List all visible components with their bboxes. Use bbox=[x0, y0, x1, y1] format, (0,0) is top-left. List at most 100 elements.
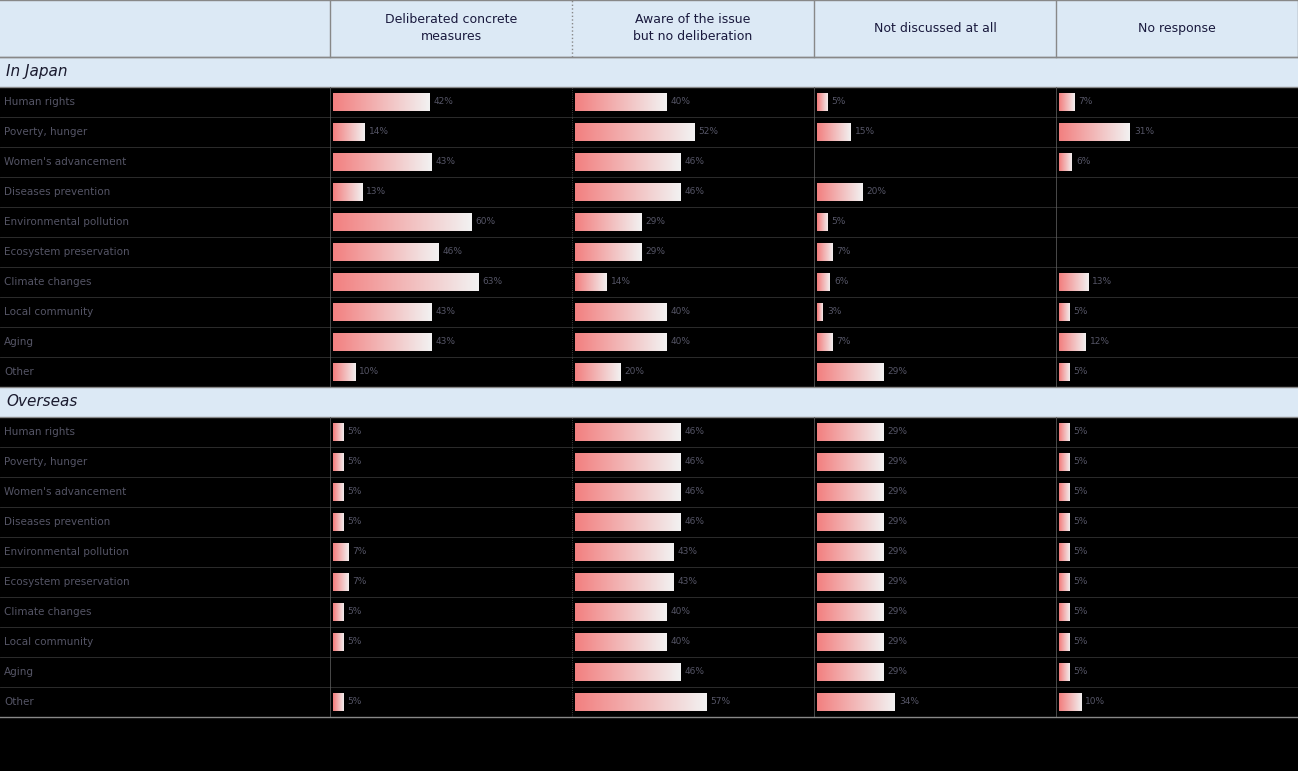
Text: Human rights: Human rights bbox=[4, 427, 75, 437]
Text: 5%: 5% bbox=[348, 487, 362, 497]
Bar bbox=[0, 0, 1298, 57]
Text: 6%: 6% bbox=[1076, 157, 1090, 167]
Text: 5%: 5% bbox=[348, 608, 362, 617]
Bar bbox=[0, 237, 1298, 267]
Text: 7%: 7% bbox=[836, 247, 850, 257]
Text: 29%: 29% bbox=[888, 427, 907, 436]
Text: 29%: 29% bbox=[645, 247, 666, 257]
Text: 40%: 40% bbox=[671, 638, 691, 647]
Text: 5%: 5% bbox=[832, 217, 846, 227]
Text: 43%: 43% bbox=[436, 157, 456, 167]
Text: Environmental pollution: Environmental pollution bbox=[4, 217, 129, 227]
Text: 29%: 29% bbox=[888, 517, 907, 527]
Text: Local community: Local community bbox=[4, 307, 93, 317]
Text: 5%: 5% bbox=[1073, 577, 1088, 587]
Text: 46%: 46% bbox=[685, 668, 705, 676]
Text: 13%: 13% bbox=[366, 187, 387, 197]
Text: 40%: 40% bbox=[671, 338, 691, 346]
Text: Other: Other bbox=[4, 367, 34, 377]
Text: 57%: 57% bbox=[710, 698, 731, 706]
Text: Women's advancement: Women's advancement bbox=[4, 487, 126, 497]
Bar bbox=[0, 117, 1298, 147]
Text: 13%: 13% bbox=[1092, 278, 1112, 287]
Text: Aging: Aging bbox=[4, 667, 34, 677]
Text: Local community: Local community bbox=[4, 637, 93, 647]
Text: 10%: 10% bbox=[360, 368, 379, 376]
Bar bbox=[0, 357, 1298, 387]
Text: 6%: 6% bbox=[833, 278, 849, 287]
Bar bbox=[0, 147, 1298, 177]
Text: 7%: 7% bbox=[836, 338, 850, 346]
Text: 5%: 5% bbox=[348, 457, 362, 466]
Text: 5%: 5% bbox=[348, 517, 362, 527]
Text: 7%: 7% bbox=[1079, 97, 1093, 106]
Bar bbox=[0, 267, 1298, 297]
Text: 63%: 63% bbox=[482, 278, 502, 287]
Text: 29%: 29% bbox=[888, 368, 907, 376]
Bar bbox=[0, 567, 1298, 597]
Text: 5%: 5% bbox=[1073, 308, 1088, 317]
Text: 29%: 29% bbox=[888, 487, 907, 497]
Text: Deliberated concrete
measures: Deliberated concrete measures bbox=[386, 14, 517, 43]
Text: Human rights: Human rights bbox=[4, 97, 75, 107]
Text: 40%: 40% bbox=[671, 308, 691, 317]
Text: 46%: 46% bbox=[685, 517, 705, 527]
Text: Diseases prevention: Diseases prevention bbox=[4, 517, 110, 527]
Text: 29%: 29% bbox=[888, 457, 907, 466]
Bar bbox=[0, 687, 1298, 717]
Text: Ecosystem preservation: Ecosystem preservation bbox=[4, 577, 130, 587]
Text: 5%: 5% bbox=[1073, 517, 1088, 527]
Text: 10%: 10% bbox=[1085, 698, 1106, 706]
Text: No response: No response bbox=[1138, 22, 1216, 35]
Text: 5%: 5% bbox=[348, 638, 362, 647]
Bar bbox=[0, 597, 1298, 627]
Bar bbox=[0, 657, 1298, 687]
Text: 14%: 14% bbox=[610, 278, 631, 287]
Text: 43%: 43% bbox=[436, 338, 456, 346]
Text: 5%: 5% bbox=[1073, 368, 1088, 376]
Text: 3%: 3% bbox=[827, 308, 841, 317]
Bar bbox=[0, 477, 1298, 507]
Text: 5%: 5% bbox=[1073, 457, 1088, 466]
Text: Aging: Aging bbox=[4, 337, 34, 347]
Text: 15%: 15% bbox=[855, 127, 875, 136]
Text: 46%: 46% bbox=[443, 247, 462, 257]
Text: 34%: 34% bbox=[900, 698, 919, 706]
Bar bbox=[0, 207, 1298, 237]
Text: 7%: 7% bbox=[352, 577, 366, 587]
Bar bbox=[0, 327, 1298, 357]
Bar bbox=[0, 627, 1298, 657]
Text: 5%: 5% bbox=[1073, 427, 1088, 436]
Text: 5%: 5% bbox=[1073, 547, 1088, 557]
Text: 29%: 29% bbox=[888, 547, 907, 557]
Text: 20%: 20% bbox=[866, 187, 887, 197]
Text: 43%: 43% bbox=[678, 577, 698, 587]
Bar bbox=[0, 177, 1298, 207]
Text: 46%: 46% bbox=[685, 187, 705, 197]
Bar bbox=[0, 387, 1298, 417]
Text: 46%: 46% bbox=[685, 427, 705, 436]
Text: In Japan: In Japan bbox=[6, 65, 67, 79]
Text: 43%: 43% bbox=[678, 547, 698, 557]
Bar bbox=[0, 447, 1298, 477]
Text: Other: Other bbox=[4, 697, 34, 707]
Text: 20%: 20% bbox=[624, 368, 644, 376]
Text: Ecosystem preservation: Ecosystem preservation bbox=[4, 247, 130, 257]
Bar bbox=[0, 417, 1298, 447]
Text: Women's advancement: Women's advancement bbox=[4, 157, 126, 167]
Bar bbox=[0, 297, 1298, 327]
Text: Not discussed at all: Not discussed at all bbox=[874, 22, 997, 35]
Text: 46%: 46% bbox=[685, 157, 705, 167]
Text: 7%: 7% bbox=[352, 547, 366, 557]
Text: 5%: 5% bbox=[1073, 638, 1088, 647]
Text: 46%: 46% bbox=[685, 457, 705, 466]
Text: Poverty, hunger: Poverty, hunger bbox=[4, 457, 87, 467]
Text: Diseases prevention: Diseases prevention bbox=[4, 187, 110, 197]
Text: Aware of the issue
but no deliberation: Aware of the issue but no deliberation bbox=[633, 14, 753, 43]
Text: Climate changes: Climate changes bbox=[4, 607, 91, 617]
Text: 5%: 5% bbox=[832, 97, 846, 106]
Text: 5%: 5% bbox=[348, 427, 362, 436]
Text: Environmental pollution: Environmental pollution bbox=[4, 547, 129, 557]
Text: 60%: 60% bbox=[475, 217, 496, 227]
Text: 42%: 42% bbox=[434, 97, 453, 106]
